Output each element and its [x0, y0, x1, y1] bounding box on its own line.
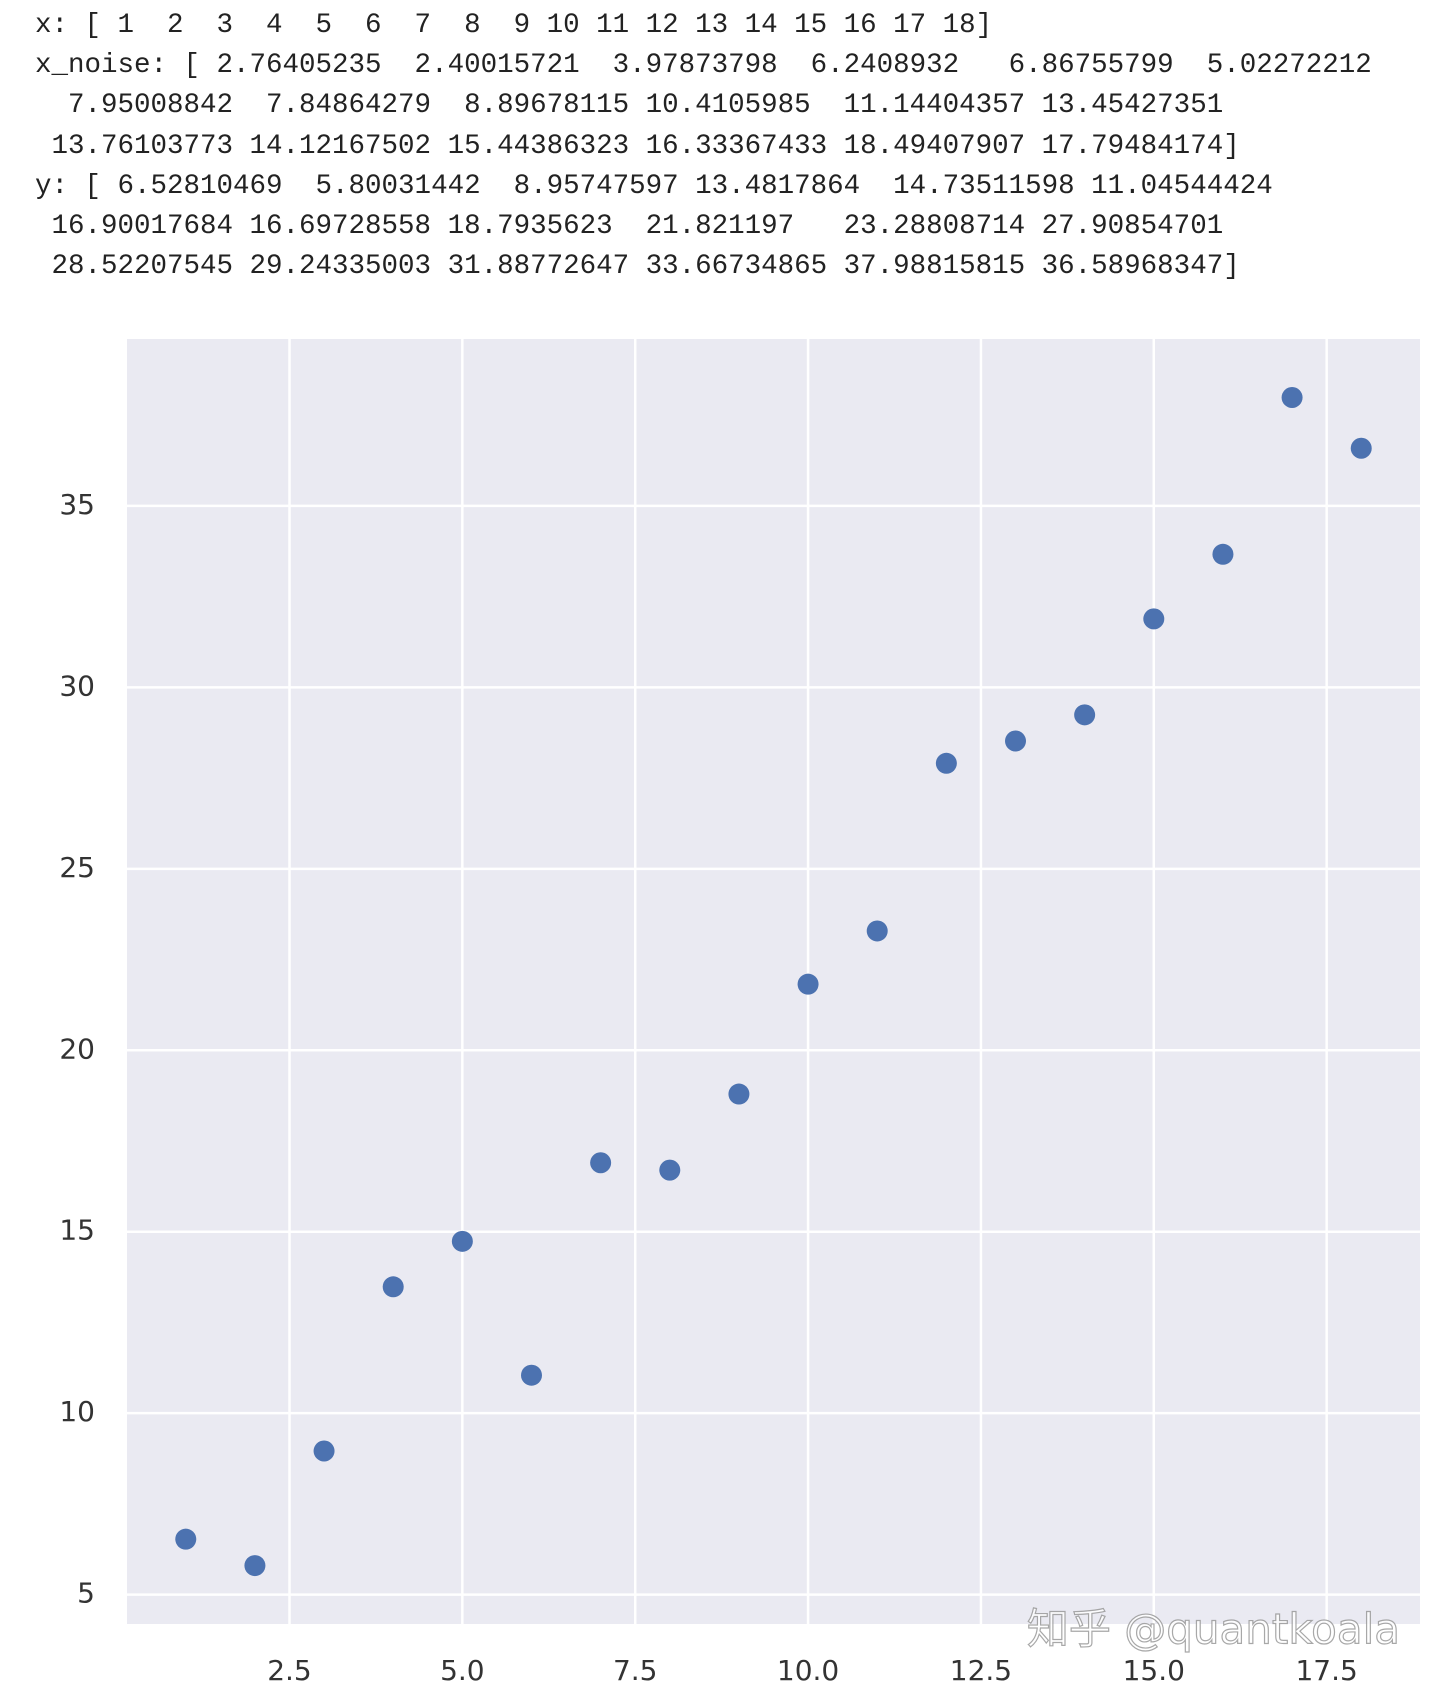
point	[520, 1364, 542, 1386]
output-line: 16.90017684 16.69728558 18.7935623 21.82…	[35, 211, 1224, 243]
x-tick-label: 2.5	[267, 1654, 312, 1687]
x-tick-label: 7.5	[613, 1654, 658, 1687]
point	[313, 1440, 335, 1462]
x-tick-label: 5.0	[440, 1654, 485, 1687]
point	[1212, 543, 1234, 565]
y-tick-label: 15	[59, 1214, 95, 1247]
point	[935, 752, 957, 774]
point	[1350, 437, 1372, 459]
y-tick-label: 30	[59, 669, 95, 702]
output-text: x: [ 1 2 3 4 5 6 7 8 9 10 11 12 13 14 15…	[35, 6, 1372, 287]
y-tick-label: 5	[77, 1577, 95, 1610]
point	[451, 1230, 473, 1252]
point	[728, 1083, 750, 1105]
output-line: y: [ 6.52810469 5.80031442 8.95747597 13…	[35, 170, 1273, 202]
point	[590, 1152, 612, 1174]
y-tick-label: 10	[59, 1395, 95, 1428]
output-line: 7.95008842 7.84864279 8.89678115 10.4105…	[35, 90, 1224, 122]
point	[659, 1159, 681, 1181]
x-tick-label: 15.0	[1123, 1654, 1185, 1687]
output-line: x: [ 1 2 3 4 5 6 7 8 9 10 11 12 13 14 15…	[35, 10, 993, 41]
point	[1143, 608, 1165, 630]
y-tick-label: 35	[59, 488, 95, 521]
point	[382, 1276, 404, 1298]
output-line: 13.76103773 14.12167502 15.44386323 16.3…	[35, 130, 1240, 162]
point	[797, 973, 819, 995]
point	[866, 920, 888, 942]
output-line: x_noise: [ 2.76405235 2.40015721 3.97873…	[35, 50, 1372, 82]
plot-background	[127, 339, 1420, 1624]
x-tick-label: 17.5	[1295, 1654, 1357, 1687]
watermark: 知乎 @quantkoala	[1027, 1605, 1400, 1654]
y-tick-label: 20	[59, 1032, 95, 1065]
point	[244, 1555, 266, 1577]
point	[1005, 730, 1027, 752]
point	[175, 1528, 197, 1550]
y-tick-label: 25	[59, 851, 95, 884]
x-tick-label: 12.5	[950, 1654, 1012, 1687]
point	[1281, 386, 1303, 408]
x-tick-label: 10.0	[777, 1654, 839, 1687]
output-line: 28.52207545 29.24335003 31.88772647 33.6…	[35, 251, 1240, 283]
point	[1074, 704, 1096, 726]
